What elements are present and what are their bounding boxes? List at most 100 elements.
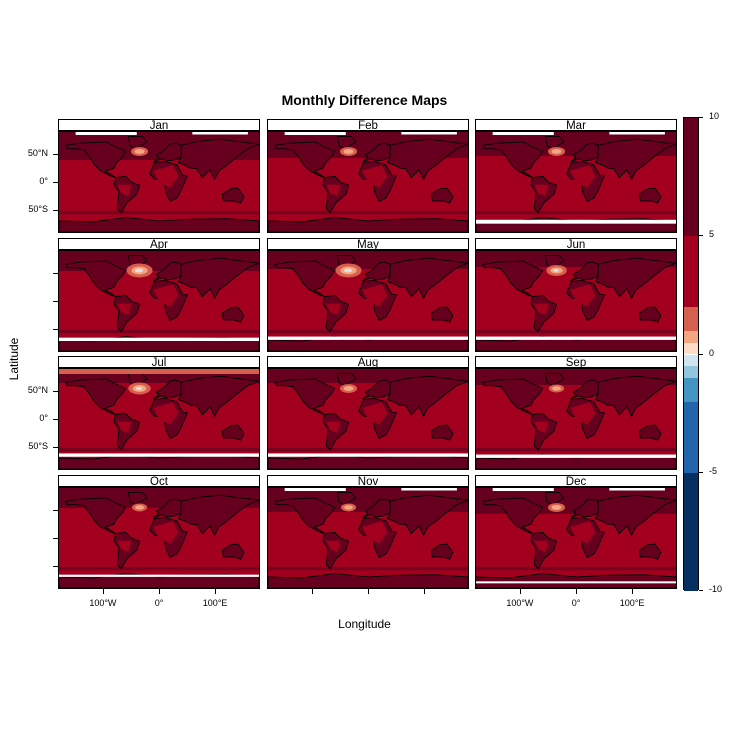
map-area (267, 368, 469, 470)
tick-mark (53, 390, 58, 392)
tick-mark (632, 589, 634, 594)
map-panel-mar: Mar (475, 119, 677, 233)
missing-data-north (492, 488, 554, 491)
map-panel-oct: Oct (58, 475, 260, 589)
colorbar-tick-label: 5 (709, 229, 715, 240)
africa-interior (362, 521, 388, 544)
map-panel-sep: Sep (475, 356, 677, 470)
southern-ocean-band (476, 447, 676, 452)
southern-ocean-band (268, 210, 468, 215)
map-panel-dec: Dec (475, 475, 677, 589)
south-america-interior (326, 421, 341, 433)
panel-label: Apr (58, 238, 260, 251)
southern-ocean-band (59, 329, 259, 334)
continent-australia (430, 187, 454, 204)
map-svg (59, 369, 259, 469)
north-atlantic-min (554, 269, 558, 272)
map-panel-aug: Aug (267, 356, 469, 470)
continent-north-america (482, 497, 544, 535)
continent-antarctica (59, 217, 259, 232)
south-america-interior (534, 540, 549, 552)
continent-asia (386, 138, 468, 181)
north-atlantic-core (551, 148, 562, 154)
continent-europe (153, 261, 182, 282)
southern-ocean-band (476, 329, 676, 334)
map-svg (476, 132, 676, 232)
missing-data-south (476, 336, 676, 340)
continent-north-america (65, 378, 127, 416)
continent-north-america (65, 141, 127, 179)
missing-data-north (401, 488, 457, 491)
map-area (58, 131, 260, 233)
tick-mark (53, 419, 58, 420)
south-america-interior (117, 421, 132, 433)
north-atlantic-core (135, 505, 144, 510)
continent-greenland (544, 372, 565, 387)
tick-mark (53, 329, 58, 331)
y-tick-label: 0° (39, 176, 48, 186)
map-area (475, 250, 677, 352)
panel-label: Dec (475, 475, 677, 488)
colorbar-segment (684, 330, 698, 343)
y-tick-label: 50°S (28, 204, 48, 215)
tick-mark (53, 509, 58, 511)
map-panel-may: May (267, 238, 469, 352)
continent-australia (430, 424, 454, 441)
tick-mark (53, 538, 58, 539)
colorbar-tick (699, 471, 703, 473)
continent-antarctica (268, 573, 468, 588)
x-tick-label: 100°E (619, 598, 645, 608)
panel-label: Jul (58, 356, 260, 369)
missing-data-north (192, 132, 248, 135)
continent-europe (570, 142, 599, 163)
continent-europe (153, 498, 182, 519)
map-area (475, 368, 677, 470)
tick-mark (53, 447, 58, 449)
colorbar-segment (684, 354, 698, 367)
continent-north-america (482, 378, 544, 416)
southern-ocean-band (59, 210, 259, 215)
missing-data-north (609, 488, 665, 491)
map-svg (268, 132, 468, 232)
colorbar-tick (699, 117, 703, 118)
southern-ocean-band (268, 447, 468, 452)
north-atlantic-core (134, 148, 145, 154)
map-panel-apr: Apr (58, 238, 260, 352)
map-panel-jan: Jan (58, 119, 260, 233)
africa-interior (362, 284, 388, 307)
map-panel-nov: Nov (267, 475, 469, 589)
tick-mark (424, 589, 426, 594)
continent-greenland (336, 135, 357, 150)
missing-data-south (476, 581, 676, 584)
colorbar-tick-label: 10 (709, 111, 720, 121)
x-tick-label: 0° (571, 598, 581, 608)
north-atlantic-core (344, 505, 353, 510)
map-svg (268, 251, 468, 351)
continent-europe (570, 498, 599, 519)
arctic-anomaly-strip (59, 369, 259, 374)
south-america-interior (117, 303, 132, 315)
north-atlantic-core (343, 148, 354, 154)
missing-data-north (284, 132, 346, 135)
map-area (58, 368, 260, 470)
africa-interior (362, 402, 388, 425)
panel-label: Oct (58, 475, 260, 488)
africa-interior (570, 521, 596, 544)
continent-north-america (482, 260, 544, 298)
colorbar-segment (684, 236, 698, 308)
continent-north-america (274, 260, 336, 298)
plot-title: Monthly Difference Maps (281, 92, 448, 108)
continent-europe (362, 498, 391, 519)
south-america-interior (326, 184, 341, 196)
colorbar-tick-label: -10 (709, 584, 723, 594)
map-area (58, 250, 260, 352)
continent-north-america (65, 260, 127, 298)
colorbar-tick (699, 235, 703, 237)
continent-europe (570, 261, 599, 282)
map-area (267, 487, 469, 589)
map-area (475, 131, 677, 233)
continent-asia (177, 494, 259, 537)
continent-north-america (482, 141, 544, 179)
north-atlantic-min (345, 269, 351, 272)
